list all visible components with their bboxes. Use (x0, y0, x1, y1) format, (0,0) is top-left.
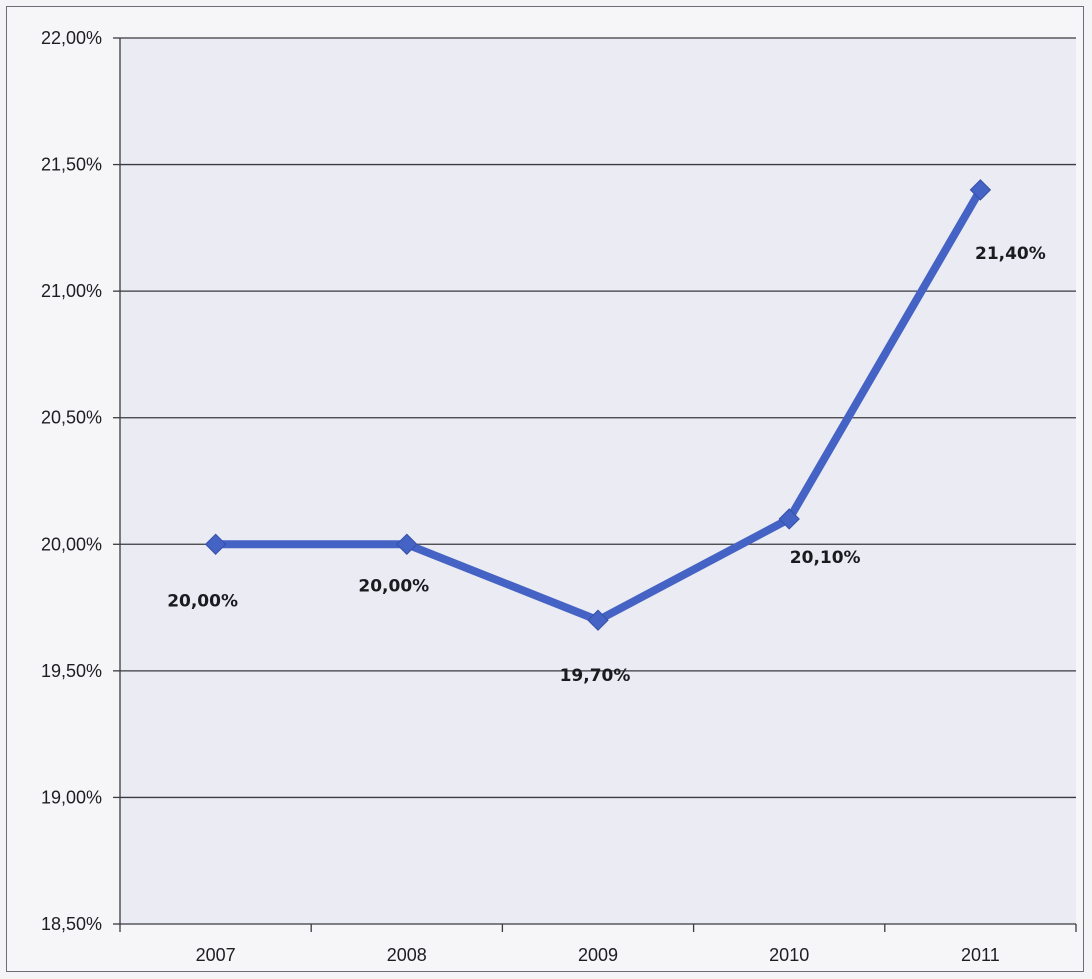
series-line (204, 179, 992, 631)
data-label: 20,00% (358, 576, 429, 596)
data-label: 21,40% (975, 244, 1046, 264)
y-tick-label: 21,00% (41, 281, 102, 301)
y-tick-labels: 18,50% 19,00% 19,50% 20,00% 20,50% 21,00% 21,5… (41, 28, 102, 934)
y-tick-label: 19,50% (41, 661, 102, 681)
y-tick-label: 22,00% (41, 28, 102, 48)
data-labels: 20,00% 20,00% 19,70% 20,10% 21,40% (167, 244, 1046, 686)
data-point-marker (778, 508, 800, 530)
x-tick-label: 2007 (196, 945, 236, 965)
data-point-marker (204, 533, 227, 555)
data-label: 20,00% (167, 591, 238, 611)
data-label: 20,10% (790, 548, 861, 568)
gridlines (120, 37, 1076, 799)
axes (113, 37, 1077, 932)
x-tick-labels: 2007 2008 2009 2010 2011 (196, 945, 1000, 965)
data-point-marker (396, 533, 418, 555)
x-tick-label: 2008 (387, 945, 427, 965)
data-point-marker (969, 179, 992, 201)
data-point-marker (587, 609, 609, 631)
data-label: 19,70% (560, 666, 631, 686)
x-tick-label: 2009 (578, 945, 618, 965)
y-tick-label: 21,50% (41, 155, 102, 175)
x-tick-label: 2010 (769, 945, 809, 965)
y-tick-label: 20,00% (41, 534, 102, 554)
x-tick-label: 2011 (961, 945, 1000, 965)
y-tick-label: 20,50% (41, 408, 102, 428)
y-tick-label: 19,00% (41, 787, 102, 807)
plot-area (120, 38, 1076, 924)
y-tick-label: 18,50% (41, 914, 102, 934)
